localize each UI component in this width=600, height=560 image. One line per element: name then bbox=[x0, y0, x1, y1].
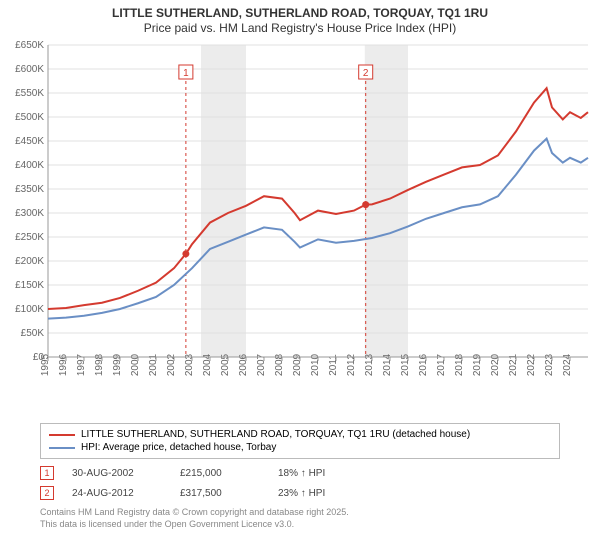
transaction-marker-box: 1 bbox=[40, 466, 54, 480]
transaction-table: 1 30-AUG-2002 £215,000 18% ↑ HPI 2 24-AUG-201… bbox=[40, 463, 560, 503]
svg-text:£350K: £350K bbox=[15, 184, 44, 195]
svg-text:£100K: £100K bbox=[15, 304, 44, 315]
footnote-line2: This data is licensed under the Open Gov… bbox=[40, 519, 560, 531]
transaction-row: 2 24-AUG-2012 £317,500 23% ↑ HPI bbox=[40, 483, 560, 503]
svg-text:£600K: £600K bbox=[15, 64, 44, 75]
transaction-date: 24-AUG-2012 bbox=[72, 488, 162, 499]
svg-text:£650K: £650K bbox=[15, 40, 44, 51]
legend-swatch bbox=[49, 434, 75, 436]
svg-text:£50K: £50K bbox=[21, 328, 45, 339]
svg-text:£200K: £200K bbox=[15, 256, 44, 267]
svg-text:£250K: £250K bbox=[15, 232, 44, 243]
transaction-price: £215,000 bbox=[180, 468, 260, 479]
footnote-line1: Contains HM Land Registry data © Crown c… bbox=[40, 507, 560, 519]
svg-text:£150K: £150K bbox=[15, 280, 44, 291]
transaction-pct: 23% ↑ HPI bbox=[278, 488, 368, 499]
legend-row: LITTLE SUTHERLAND, SUTHERLAND ROAD, TORQ… bbox=[49, 428, 551, 441]
title-line2: Price paid vs. HM Land Registry's House … bbox=[0, 21, 600, 35]
chart-area: £0£50K£100K£150K£200K£250K£300K£350K£400… bbox=[0, 37, 600, 417]
title-block: LITTLE SUTHERLAND, SUTHERLAND ROAD, TORQ… bbox=[0, 0, 600, 37]
chart-svg: £0£50K£100K£150K£200K£250K£300K£350K£400… bbox=[0, 37, 600, 417]
svg-text:£500K: £500K bbox=[15, 112, 44, 123]
svg-text:£450K: £450K bbox=[15, 136, 44, 147]
transaction-pct: 18% ↑ HPI bbox=[278, 468, 368, 479]
legend-label: LITTLE SUTHERLAND, SUTHERLAND ROAD, TORQ… bbox=[81, 429, 470, 440]
legend: LITTLE SUTHERLAND, SUTHERLAND ROAD, TORQ… bbox=[40, 423, 560, 459]
chart-container: LITTLE SUTHERLAND, SUTHERLAND ROAD, TORQ… bbox=[0, 0, 600, 560]
legend-label: HPI: Average price, detached house, Torb… bbox=[81, 442, 276, 453]
svg-text:2: 2 bbox=[363, 68, 369, 79]
svg-text:£550K: £550K bbox=[15, 88, 44, 99]
title-line1: LITTLE SUTHERLAND, SUTHERLAND ROAD, TORQ… bbox=[0, 6, 600, 20]
transaction-price: £317,500 bbox=[180, 488, 260, 499]
svg-text:£300K: £300K bbox=[15, 208, 44, 219]
legend-swatch bbox=[49, 447, 75, 449]
footnote: Contains HM Land Registry data © Crown c… bbox=[40, 507, 560, 530]
legend-row: HPI: Average price, detached house, Torb… bbox=[49, 441, 551, 454]
transaction-row: 1 30-AUG-2002 £215,000 18% ↑ HPI bbox=[40, 463, 560, 483]
transaction-marker-box: 2 bbox=[40, 486, 54, 500]
transaction-date: 30-AUG-2002 bbox=[72, 468, 162, 479]
svg-text:£400K: £400K bbox=[15, 160, 44, 171]
svg-text:1: 1 bbox=[183, 68, 189, 79]
